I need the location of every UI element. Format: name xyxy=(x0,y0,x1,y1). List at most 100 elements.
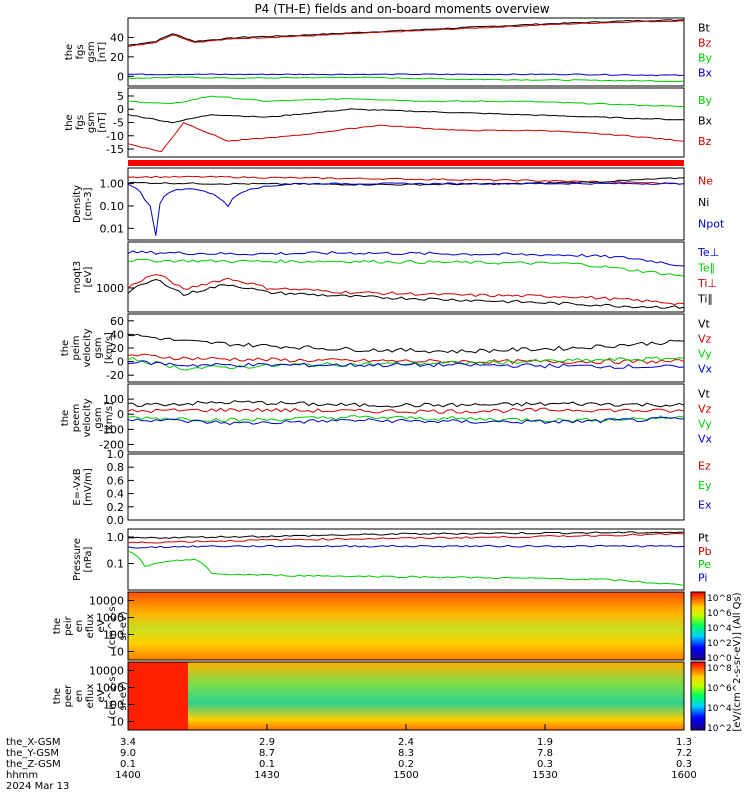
panel-9: 10000 1000 100 10 the peir en eflux eV (cm^2-s-sr… xyxy=(52,591,685,661)
legend-entry: Pb xyxy=(698,545,712,558)
y-axis-label: fgs xyxy=(75,44,86,59)
y-axis-label: Density xyxy=(72,185,83,223)
legend-entry: Vy xyxy=(698,348,712,361)
y-tick-label: -20 xyxy=(106,369,124,382)
panel-frame xyxy=(127,528,685,591)
colorbar-tick: 10^0 xyxy=(707,654,732,664)
y-axis-label: velocity xyxy=(82,398,93,437)
y-axis-label: eflux xyxy=(85,684,96,709)
series-Vt xyxy=(127,333,685,354)
y-axis-label: the xyxy=(60,340,71,356)
x-tick-label: 1530 xyxy=(532,770,557,781)
y-tick-label: 0 xyxy=(117,103,124,116)
x-tick-label: 1400 xyxy=(115,770,140,781)
legend-entry: Vx xyxy=(698,433,713,446)
series-Ti∥ xyxy=(127,278,685,309)
panel-frame xyxy=(127,87,685,158)
y-axis-label: [nPa] xyxy=(83,546,94,572)
series-Ne xyxy=(127,175,685,185)
series-Pi xyxy=(127,544,685,549)
legend-entry: Ex xyxy=(698,498,712,511)
y-axis-label: gsm xyxy=(93,407,104,428)
y-axis-label: (cm^2-s- xyxy=(107,602,118,649)
plot-title: P4 (TH-E) fields and on-board moments ov… xyxy=(254,2,549,16)
spectrogram xyxy=(128,592,684,660)
legend-entry: Vz xyxy=(698,403,712,416)
x-tick-label: 1.3 xyxy=(676,737,692,748)
legend-entry: Vt xyxy=(698,388,711,401)
y-axis-label: fgs xyxy=(75,115,86,130)
y-tick-label: 60 xyxy=(110,315,124,328)
panel-2: 50-5-10-15 the fgs gsm [nT] xyxy=(64,87,685,158)
y-tick-label: 0 xyxy=(117,70,124,83)
colorbar-tick: 10^6 xyxy=(707,609,732,619)
colorbar-tick: 10^8 xyxy=(707,594,732,604)
series-Bz xyxy=(127,121,685,153)
legend-entry: Bz xyxy=(698,135,712,148)
legend-entry: Bz xyxy=(698,37,712,50)
x-tick-label: 0.2 xyxy=(398,759,414,770)
colorbar-tick: 10^6 xyxy=(707,684,732,694)
colorbar xyxy=(690,661,706,731)
colorbar-tick: 10^2 xyxy=(707,724,732,734)
y-tick-label: -100 xyxy=(99,423,124,436)
y-tick-label: 100 xyxy=(103,393,124,406)
y-axis-label: moqt3 xyxy=(72,261,83,294)
x-tick-label: 3.4 xyxy=(120,737,136,748)
x-row-label: hhmm xyxy=(6,770,38,781)
y-tick-label: 20 xyxy=(110,342,124,355)
x-tick-label: 1600 xyxy=(671,770,696,781)
y-axis-label: eV xyxy=(96,689,107,702)
x-tick-label: 1.9 xyxy=(537,737,553,748)
legend-entry: Bx xyxy=(698,115,713,128)
legend-entry: Ni xyxy=(698,196,709,209)
legend-entry: Pt xyxy=(698,532,710,545)
x-tick-label: 1500 xyxy=(393,770,418,781)
legend-entry: Vt xyxy=(698,318,711,331)
x-tick-label: 8.7 xyxy=(259,748,275,759)
legend-entry: Ey xyxy=(698,479,712,492)
y-tick-label: 40 xyxy=(110,328,124,341)
legend-entry: Ne xyxy=(698,175,713,188)
legend-entry: By xyxy=(698,94,713,107)
panel-10: 10000 1000 100 10 the peer en eflux eV (cm^2-s-sr… xyxy=(52,661,685,731)
y-axis-label: the xyxy=(64,44,75,60)
y-tick-label: 1000 xyxy=(96,282,124,295)
y-axis-label: peim xyxy=(71,335,82,360)
series-Pe xyxy=(127,550,685,586)
y-axis-label: the xyxy=(52,618,63,634)
series-Bx xyxy=(127,108,685,124)
x-tick-label: 0.1 xyxy=(259,759,275,770)
x-tick-label: 0.1 xyxy=(120,759,136,770)
panel-8: 1.0 0.1 Pressure [nPa] xyxy=(72,528,685,591)
y-axis-label: sr-eV) xyxy=(118,681,129,710)
series-Bx xyxy=(128,73,685,77)
legend-entry: Bx xyxy=(698,67,713,80)
spectrogram-burst xyxy=(128,662,188,730)
series-Vy xyxy=(127,415,685,423)
series-By xyxy=(127,76,685,83)
y-axis-label: E=-VxB xyxy=(72,468,83,505)
y-axis-label: Pressure xyxy=(72,538,83,581)
x-row-label: 2024 Mar 13 xyxy=(6,781,69,792)
legend-entry: Ti⊥ xyxy=(697,277,717,290)
legend-entry: Bt xyxy=(698,22,711,35)
legend-entry: Ez xyxy=(698,460,711,473)
colorbar-tick: 10^2 xyxy=(707,639,732,649)
series-Pb xyxy=(127,532,685,544)
y-tick-label: 5 xyxy=(117,90,124,103)
y-tick-label: 0.8 xyxy=(107,461,125,474)
x-tick-label: 2.9 xyxy=(259,737,275,748)
y-tick-label: 10 xyxy=(110,716,124,729)
y-axis-label: [mV/m] xyxy=(83,468,94,506)
y-axis-label: sr-eV) xyxy=(118,611,129,640)
y-axis-label: en xyxy=(74,690,85,703)
series-Vx xyxy=(127,416,685,426)
series-Vy xyxy=(127,356,685,371)
legend-entry: Vy xyxy=(698,418,712,431)
y-tick-label: 1.0 xyxy=(107,531,125,544)
y-axis-label: gsm xyxy=(93,337,104,358)
panel-1: 0 20 40 the fgs gsm [nT] xyxy=(64,17,685,87)
legend-entry: Vz xyxy=(698,333,712,346)
